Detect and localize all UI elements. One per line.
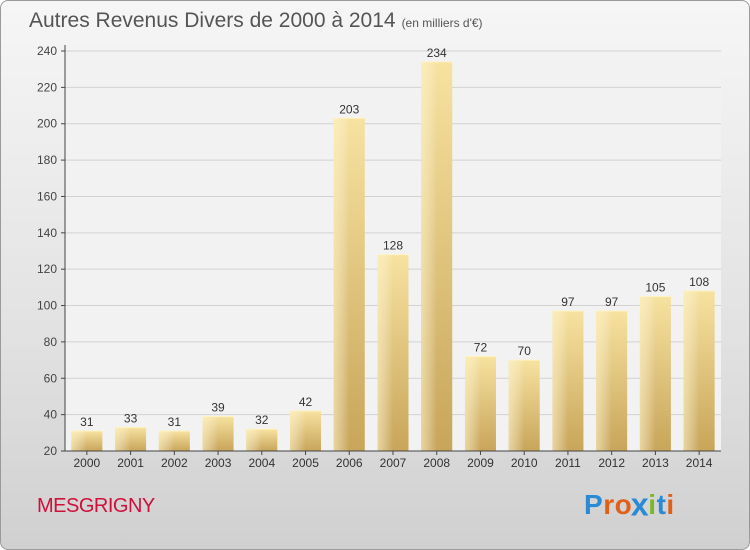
- bar-highlight: [71, 431, 87, 451]
- x-tick-label: 2013: [642, 456, 669, 470]
- logo-letter: P: [584, 489, 604, 520]
- y-tick-label: 180: [37, 153, 57, 167]
- logo-letter: x: [630, 486, 650, 523]
- y-tick-label: 20: [44, 444, 58, 458]
- bar-highlight: [333, 118, 350, 451]
- bar-highlight: [683, 291, 700, 451]
- x-tick-label: 2002: [161, 456, 188, 470]
- bar-highlight: [290, 411, 306, 451]
- logo-letter: i: [648, 489, 657, 520]
- data-label: 128: [383, 239, 403, 253]
- x-tick-label: 2012: [598, 456, 625, 470]
- proxiti-logo[interactable]: Proxiti: [584, 486, 675, 523]
- bar-highlight: [377, 254, 393, 451]
- x-tick-label: 2007: [380, 456, 407, 470]
- logo-letter: t: [656, 489, 667, 520]
- y-tick-label: 80: [44, 335, 58, 349]
- data-label: 70: [518, 344, 532, 358]
- logo-letter: o: [614, 489, 633, 520]
- chart-title-block: Autres Revenus Divers de 2000 à 2014 (en …: [29, 9, 483, 33]
- data-label: 105: [645, 280, 665, 294]
- bar-highlight: [639, 296, 656, 451]
- x-tick-label: 2000: [74, 456, 101, 470]
- bar-highlight: [202, 416, 219, 451]
- location-name: MESGRIGNY: [37, 495, 155, 517]
- data-label: 72: [474, 340, 488, 354]
- x-tick-label: 2006: [336, 456, 363, 470]
- x-tick-label: 2008: [423, 456, 450, 470]
- x-tick-label: 2001: [117, 456, 144, 470]
- data-label: 234: [427, 46, 447, 60]
- x-tick-label: 2014: [686, 456, 713, 470]
- data-label: 32: [255, 413, 269, 427]
- logo-letter: r: [603, 489, 615, 520]
- y-tick-label: 120: [37, 262, 57, 276]
- chart-subtitle: (en milliers d'€): [401, 16, 483, 30]
- x-tick-label: 2003: [205, 456, 232, 470]
- y-tick-label: 240: [37, 44, 57, 58]
- bar-highlight: [552, 311, 568, 451]
- data-label: 31: [168, 415, 182, 429]
- bar-highlight: [464, 356, 481, 451]
- chart-title: Autres Revenus Divers de 2000 à 2014: [29, 9, 396, 32]
- bar-highlight: [158, 431, 175, 451]
- bar-highlight: [421, 61, 437, 452]
- y-tick-label: 140: [37, 226, 57, 240]
- x-tick-label: 2004: [248, 456, 275, 470]
- y-tick-label: 40: [44, 408, 58, 422]
- x-tick-label: 2011: [555, 456, 581, 470]
- x-tick-label: 2005: [292, 456, 319, 470]
- data-label: 39: [211, 400, 225, 414]
- data-label: 203: [339, 102, 359, 116]
- y-tick-label: 60: [44, 371, 58, 385]
- x-tick-label: 2010: [511, 456, 538, 470]
- y-tick-label: 100: [37, 299, 57, 313]
- bar-highlight: [508, 360, 525, 451]
- y-tick-label: 160: [37, 189, 57, 203]
- x-tick-label: 2009: [467, 456, 494, 470]
- bar-highlight: [596, 311, 612, 451]
- logo-letter: i: [666, 489, 675, 520]
- data-label: 33: [124, 411, 138, 425]
- data-label: 31: [80, 415, 94, 429]
- bar-highlight: [246, 429, 262, 451]
- data-label: 108: [689, 275, 709, 289]
- data-label: 97: [605, 295, 619, 309]
- bar-highlight: [115, 427, 131, 451]
- y-tick-label: 200: [37, 117, 57, 131]
- data-label: 97: [561, 295, 575, 309]
- y-tick-label: 220: [37, 80, 57, 94]
- data-label: 42: [299, 395, 313, 409]
